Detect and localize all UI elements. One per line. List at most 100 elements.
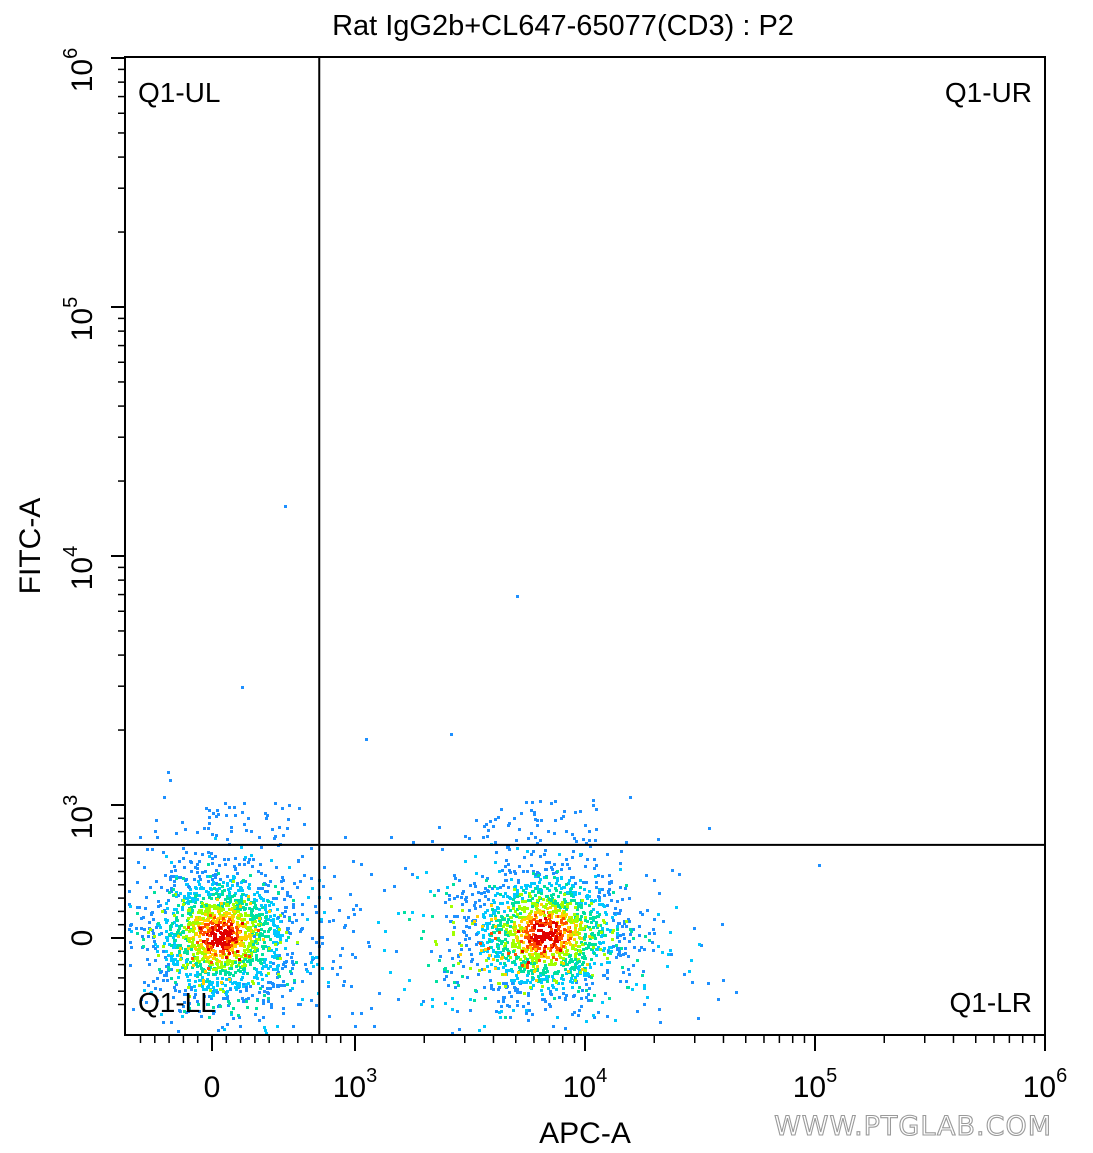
event-dot: [173, 986, 176, 989]
event-dot: [228, 918, 231, 921]
event-dot: [487, 898, 490, 901]
event-dot: [225, 814, 228, 817]
event-dot: [469, 1009, 472, 1012]
event-dot: [152, 945, 155, 948]
event-dot: [170, 968, 173, 971]
event-dot: [212, 1012, 215, 1015]
event-dot: [520, 980, 523, 983]
event-dot: [459, 953, 462, 956]
event-dot: [256, 971, 259, 974]
event-dot: [543, 938, 546, 941]
event-dot: [462, 890, 465, 893]
event-dot: [477, 973, 480, 976]
event-dot: [545, 919, 548, 922]
event-dot: [593, 962, 596, 965]
event-dot: [556, 877, 559, 880]
event-dot: [162, 950, 165, 953]
event-dot: [291, 952, 294, 955]
event-dot: [237, 899, 240, 902]
event-dot: [185, 935, 188, 938]
event-dot: [468, 837, 471, 840]
event-dot: [513, 888, 516, 891]
event-dot: [192, 964, 195, 967]
event-dot: [200, 905, 203, 908]
y-tick-label: 104: [60, 546, 99, 591]
event-dot: [473, 920, 476, 923]
event-dot: [165, 971, 168, 974]
event-dot: [408, 979, 411, 982]
event-dot: [217, 929, 220, 932]
event-dot: [279, 957, 282, 960]
event-dot: [288, 866, 291, 869]
event-dot: [170, 875, 173, 878]
event-dot: [250, 911, 253, 914]
event-dot: [579, 853, 582, 856]
event-dot: [614, 1019, 617, 1022]
event-dot: [632, 937, 635, 940]
event-dot: [179, 1010, 182, 1013]
event-dot: [272, 923, 275, 926]
event-dot: [544, 1008, 547, 1011]
event-dot: [503, 910, 506, 913]
event-dot: [602, 941, 605, 944]
event-dot: [189, 929, 192, 932]
event-dot: [667, 953, 670, 956]
event-dot: [516, 1004, 519, 1007]
event-dot: [212, 949, 215, 952]
event-dot: [447, 984, 450, 987]
event-dot: [196, 941, 199, 944]
event-dot: [253, 946, 256, 949]
event-dot: [522, 1005, 525, 1008]
event-dot: [360, 863, 363, 866]
event-dot: [454, 986, 457, 989]
event-dot: [604, 911, 607, 914]
event-dot: [590, 899, 593, 902]
event-dot: [223, 1028, 226, 1031]
event-dot: [201, 902, 204, 905]
event-dot: [600, 963, 603, 966]
event-dot: [532, 965, 535, 968]
event-dot: [219, 931, 222, 934]
event-dot: [197, 1003, 200, 1006]
event-dot: [273, 837, 276, 840]
event-dot: [188, 940, 191, 943]
event-dot: [293, 981, 296, 984]
event-dot: [561, 905, 564, 908]
event-dot: [276, 968, 279, 971]
event-dot: [175, 918, 178, 921]
event-dot: [468, 948, 471, 951]
event-dot: [221, 969, 224, 972]
event-dot: [181, 821, 184, 824]
event-dot: [229, 948, 232, 951]
event-dot: [468, 937, 471, 940]
event-dot: [522, 960, 525, 963]
event-dot: [527, 837, 530, 840]
event-dot: [467, 916, 470, 919]
event-dot: [146, 948, 149, 951]
event-dot: [518, 924, 521, 927]
event-dot: [550, 884, 553, 887]
event-dot: [227, 1000, 230, 1003]
event-dot: [506, 948, 509, 951]
event-dot: [599, 924, 602, 927]
event-dot: [210, 905, 213, 908]
event-dot: [152, 918, 155, 921]
event-dot: [503, 918, 506, 921]
event-dot: [241, 965, 244, 968]
event-dot: [190, 915, 193, 918]
event-dot: [551, 904, 554, 907]
event-dot: [503, 923, 506, 926]
event-dot: [212, 968, 215, 971]
event-dot: [651, 941, 654, 944]
event-dot: [148, 921, 151, 924]
event-dot: [187, 945, 190, 948]
event-dot: [263, 990, 266, 993]
event-dot: [597, 932, 600, 935]
event-dot: [264, 908, 267, 911]
event-dot: [549, 920, 552, 923]
event-dot: [193, 892, 196, 895]
event-dot: [224, 984, 227, 987]
event-dot: [170, 861, 173, 864]
event-dot: [263, 961, 266, 964]
event-dot: [185, 993, 188, 996]
